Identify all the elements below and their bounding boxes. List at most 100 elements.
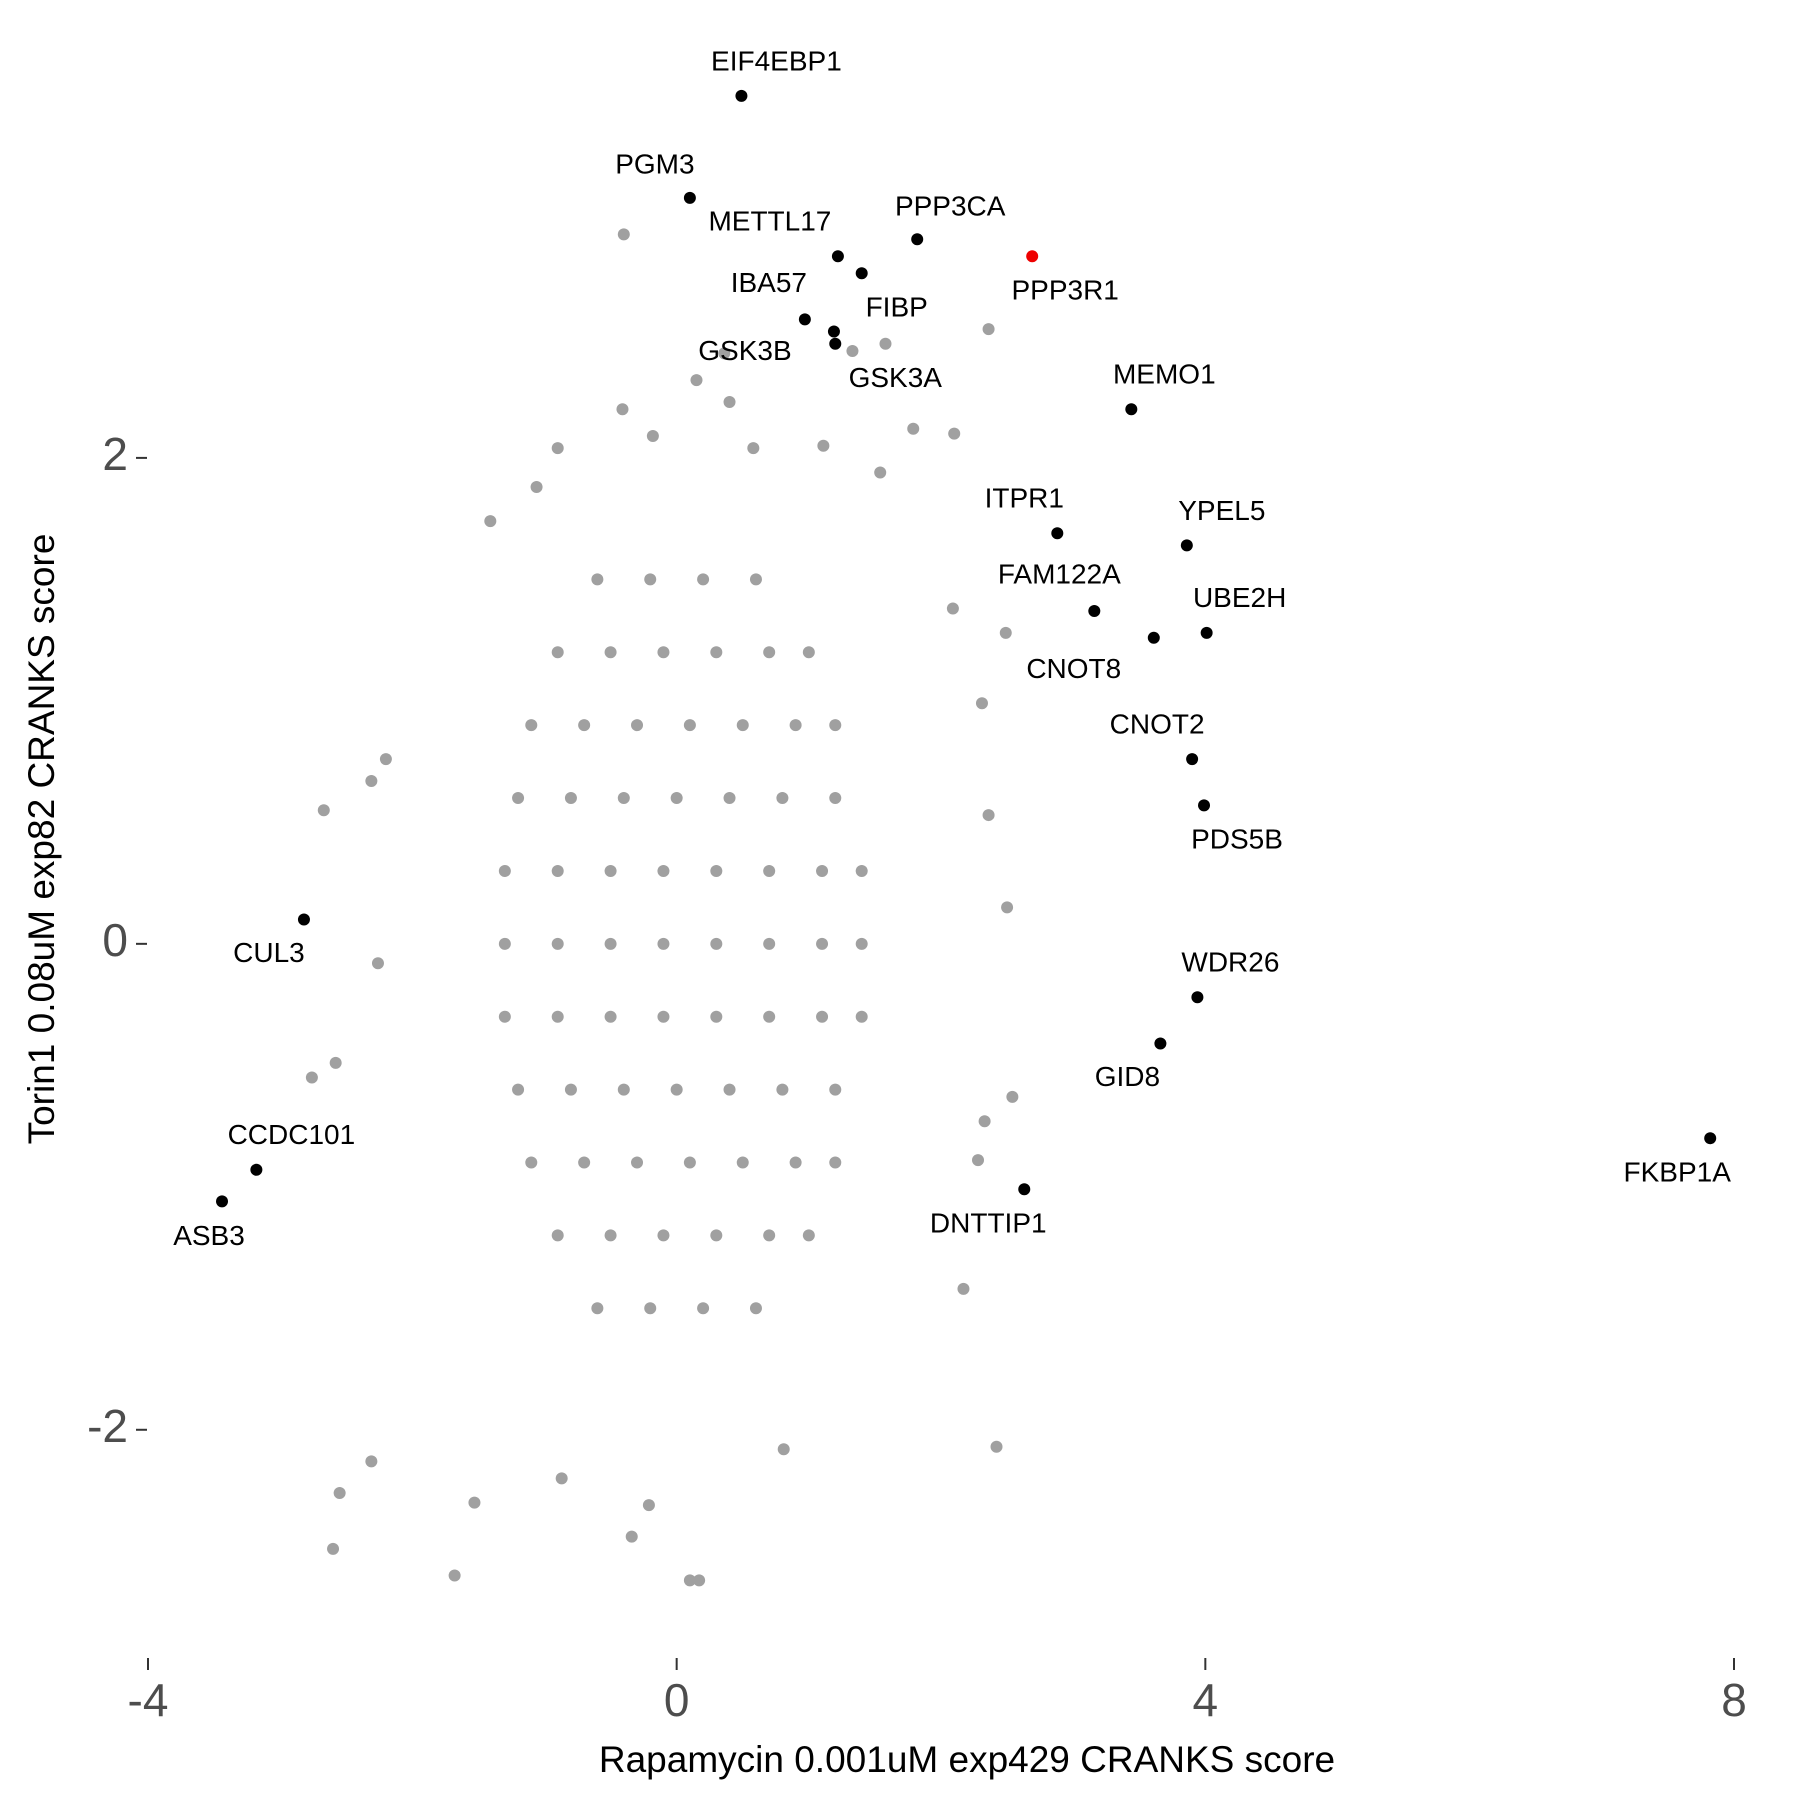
point: [829, 1156, 842, 1169]
point: [604, 1229, 617, 1242]
point: [551, 646, 564, 659]
point: [657, 937, 670, 950]
x-axis-title: Rapamycin 0.001uM exp429 CRANKS score: [599, 1739, 1335, 1780]
point: [975, 697, 988, 710]
point: [763, 1010, 776, 1023]
highlight-point: [831, 250, 844, 263]
point: [365, 1455, 378, 1468]
highlight-point: [1147, 631, 1160, 644]
point: [617, 228, 630, 241]
point: [816, 1010, 829, 1023]
point: [776, 792, 789, 805]
point: [776, 1083, 789, 1096]
point: [816, 937, 829, 950]
point: [468, 1496, 481, 1509]
point: [690, 374, 703, 387]
point: [525, 1156, 538, 1169]
point-label: PGM3: [615, 148, 694, 179]
highlight-point: [911, 233, 924, 246]
point: [317, 804, 330, 817]
point: [305, 1071, 318, 1084]
point: [697, 573, 710, 586]
point: [555, 1472, 568, 1485]
point: [855, 937, 868, 950]
point: [642, 1499, 655, 1512]
point: [789, 719, 802, 732]
point: [604, 1010, 617, 1023]
x-tick-label: 0: [664, 1674, 690, 1726]
point: [999, 626, 1012, 639]
point: [802, 1229, 815, 1242]
point: [946, 602, 959, 615]
point: [670, 1083, 683, 1096]
point: [551, 1229, 564, 1242]
point: [736, 1156, 749, 1169]
point: [693, 1574, 706, 1587]
point: [736, 719, 749, 732]
point: [333, 1486, 346, 1499]
point-label: YPEL5: [1178, 495, 1265, 526]
point: [551, 937, 564, 950]
point: [525, 719, 538, 732]
point: [631, 1156, 644, 1169]
point: [498, 1010, 511, 1023]
point: [710, 864, 723, 877]
highlight-point: [1180, 539, 1193, 552]
point: [948, 427, 961, 440]
highlight-point: [827, 325, 840, 338]
x-tick-label: 8: [1721, 1674, 1747, 1726]
y-tick-label: -2: [87, 1400, 128, 1452]
point: [749, 1302, 762, 1315]
point: [591, 1302, 604, 1315]
highlight-point: [250, 1163, 263, 1176]
point-label: CNOT2: [1110, 709, 1205, 740]
highlight-point: [216, 1195, 229, 1208]
point: [978, 1115, 991, 1128]
point: [644, 1302, 657, 1315]
highlight-point: [1200, 626, 1213, 639]
point: [907, 422, 920, 435]
point: [379, 753, 392, 766]
point: [512, 792, 525, 805]
point: [789, 1156, 802, 1169]
point-label: CCDC101: [228, 1119, 356, 1150]
point: [498, 864, 511, 877]
point: [657, 1010, 670, 1023]
point: [604, 937, 617, 950]
highlight-point: [1191, 991, 1204, 1004]
point: [591, 573, 604, 586]
point-label: CUL3: [233, 937, 305, 968]
highlight-point: [1026, 250, 1039, 263]
highlight-point: [297, 913, 310, 926]
point-label: DNTTIP1: [930, 1208, 1047, 1239]
point: [817, 439, 830, 452]
point: [484, 515, 497, 528]
point: [710, 937, 723, 950]
point: [631, 719, 644, 732]
point-label: WDR26: [1181, 947, 1279, 978]
point: [763, 646, 776, 659]
highlight-point: [683, 191, 696, 204]
x-tick-label: -4: [128, 1674, 169, 1726]
point: [683, 1156, 696, 1169]
point: [829, 1083, 842, 1096]
point: [723, 396, 736, 409]
y-tick-label: 0: [102, 914, 128, 966]
y-tick-label: 2: [102, 428, 128, 480]
point: [617, 1083, 630, 1096]
y-axis-title: Torin1 0.08uM exp82 CRANKS score: [21, 534, 62, 1145]
point-label: PPP3R1: [1011, 275, 1118, 306]
point-label: EIF4EBP1: [711, 45, 842, 76]
highlight-point: [1088, 604, 1101, 617]
point: [763, 1229, 776, 1242]
point: [625, 1530, 638, 1543]
point: [1001, 901, 1014, 914]
point: [972, 1154, 985, 1167]
point: [578, 1156, 591, 1169]
highlight-point: [1154, 1037, 1167, 1050]
point: [564, 792, 577, 805]
point: [855, 1010, 868, 1023]
point: [670, 792, 683, 805]
point-label: FAM122A: [998, 558, 1121, 589]
point: [657, 864, 670, 877]
